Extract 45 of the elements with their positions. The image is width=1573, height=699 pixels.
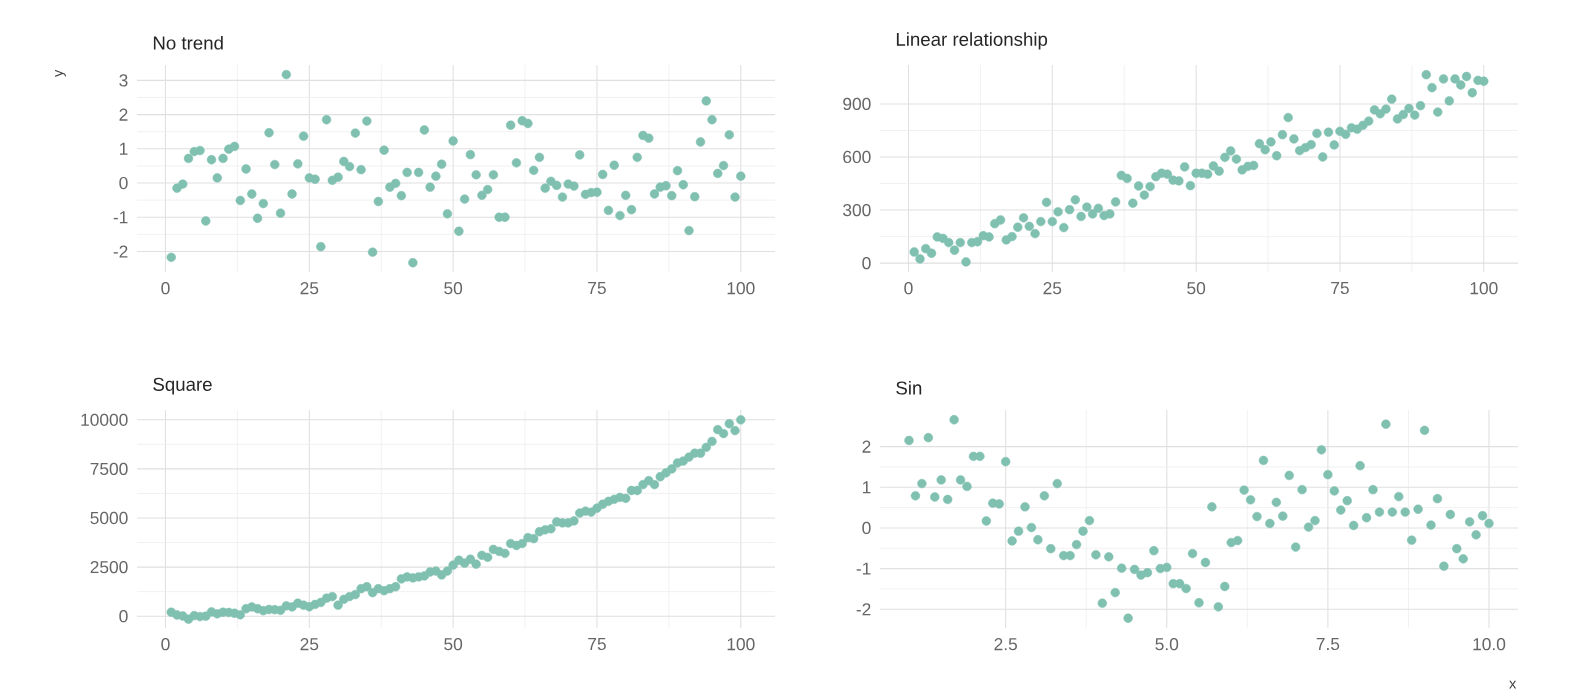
y-tick-label: 2 (862, 440, 871, 453)
x-axis-title: x (1509, 680, 1517, 689)
x-tick-label: 10.0 (1473, 638, 1506, 651)
x-tick-label: 50 (444, 638, 463, 651)
x-tick-label: 25 (1043, 282, 1062, 295)
x-tick-label: 100 (727, 282, 755, 295)
chart-title: Linear relationship (896, 32, 1048, 50)
chart-title: No trend (153, 35, 223, 50)
x-tick-label: 0 (904, 282, 913, 295)
x-tick-label: 75 (588, 638, 606, 651)
x-tick-label: 75 (588, 282, 606, 295)
y-tick-label: -1 (113, 211, 128, 224)
x-tick-label: 75 (1331, 282, 1349, 295)
chart-title: Square (153, 377, 212, 395)
x-tick-label: 0 (161, 638, 170, 651)
x-tick-label: 25 (300, 282, 319, 295)
x-tick-label: 7.5 (1316, 638, 1340, 651)
y-tick-label: 1 (862, 481, 871, 494)
chart-title: Sin (896, 380, 922, 395)
x-tick-label: 100 (1470, 282, 1498, 295)
y-tick-label: 600 (843, 150, 871, 164)
y-tick-label: 0 (862, 521, 871, 535)
y-tick-label: 1 (119, 142, 128, 155)
y-tick-label: 2 (119, 108, 128, 121)
x-tick-label: 5.0 (1155, 638, 1179, 651)
y-tick-label: -2 (113, 245, 128, 258)
y-tick-label: -2 (856, 603, 871, 616)
x-tick-label: 0 (161, 282, 170, 295)
x-tick-label: 25 (300, 638, 319, 651)
y-axis-title: y (55, 69, 66, 77)
y-tick-label: 5000 (90, 511, 128, 525)
x-tick-label: 50 (1187, 282, 1206, 295)
y-tick-label: 900 (843, 97, 871, 111)
x-tick-label: 100 (727, 638, 755, 651)
y-tick-label: 0 (119, 176, 128, 190)
y-tick-label: -1 (856, 562, 871, 575)
y-tick-label: 2500 (90, 560, 128, 574)
y-tick-label: 300 (843, 203, 871, 217)
y-tick-label: 0 (119, 610, 128, 623)
y-tick-label: 10000 (81, 413, 128, 426)
y-tick-label: 3 (119, 74, 128, 87)
x-tick-label: 50 (444, 282, 463, 295)
y-tick-label: 7500 (90, 462, 128, 476)
x-tick-label: 2.5 (994, 638, 1017, 651)
y-tick-label: 0 (862, 257, 871, 270)
